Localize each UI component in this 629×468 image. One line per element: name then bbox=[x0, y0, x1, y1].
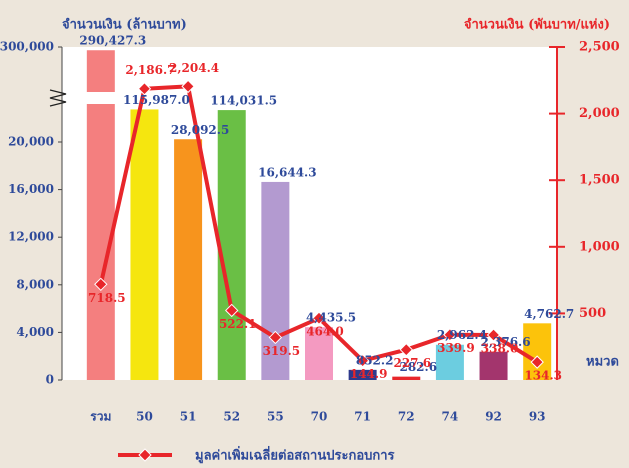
bar bbox=[305, 327, 333, 380]
bar bbox=[523, 323, 552, 380]
bar-label: 28,092.5 bbox=[171, 123, 229, 137]
y2-tick-label: 500 bbox=[579, 306, 606, 321]
x-tick-label: รวม bbox=[90, 410, 111, 424]
legend-marker bbox=[138, 448, 152, 462]
y2-tick-label: 1,000 bbox=[579, 239, 620, 254]
line-marker bbox=[94, 277, 108, 292]
bar bbox=[479, 351, 508, 380]
bar bbox=[86, 50, 115, 381]
y-axis-title: จำนวนเงิน (ล้านบาท) bbox=[62, 17, 187, 33]
y-tick-label: 16,000 bbox=[8, 182, 54, 196]
y-tick-label: 20,000 bbox=[8, 135, 54, 149]
line-marker bbox=[443, 328, 457, 342]
bar bbox=[261, 181, 290, 380]
line-label: 2,204.4 bbox=[169, 61, 219, 75]
line-marker bbox=[181, 79, 195, 94]
y-tick-label: 300,000 bbox=[0, 40, 54, 54]
line-label: 2,186.7 bbox=[125, 63, 175, 77]
line-marker bbox=[486, 328, 501, 342]
bar bbox=[174, 139, 203, 380]
x-axis-title: หมวด bbox=[586, 355, 619, 370]
bar bbox=[392, 376, 421, 380]
bar-label: 16,644.3 bbox=[258, 165, 316, 179]
y-tick-label: 12,000 bbox=[8, 230, 54, 244]
line-marker bbox=[399, 342, 413, 357]
line-label: 718.5 bbox=[88, 291, 126, 305]
x-tick-label: 92 bbox=[485, 410, 502, 424]
axis-break bbox=[49, 89, 67, 107]
y2-tick-label: 2,000 bbox=[579, 106, 620, 121]
line-marker bbox=[137, 82, 152, 96]
line-marker bbox=[355, 353, 370, 368]
x-tick-label: 52 bbox=[223, 410, 240, 424]
x-tick-label: 51 bbox=[180, 410, 197, 424]
bar-label: 4,762.7 bbox=[524, 307, 574, 321]
x-tick-label: 72 bbox=[398, 410, 415, 424]
x-tick-label: 93 bbox=[529, 410, 546, 424]
bar-label: 852.2 bbox=[356, 353, 394, 367]
bar bbox=[348, 369, 377, 380]
y-tick-label: 0 bbox=[46, 373, 54, 387]
x-tick-label: 70 bbox=[311, 410, 328, 424]
bar-label: 2,376.6 bbox=[480, 335, 530, 349]
x-tick-label: 71 bbox=[354, 410, 371, 424]
x-tick-label: 74 bbox=[442, 410, 459, 424]
axis-break-gap bbox=[63, 92, 556, 104]
line-marker bbox=[225, 303, 239, 318]
bar-label: 2,962.4 bbox=[437, 328, 487, 342]
line-label: 134.3 bbox=[524, 369, 562, 383]
bar-label: 282.6 bbox=[399, 360, 437, 374]
line-label: 522.1 bbox=[219, 317, 257, 331]
y2-tick-label: 1,500 bbox=[579, 173, 620, 188]
y-tick-label: 4,000 bbox=[16, 325, 54, 339]
bar bbox=[130, 109, 159, 380]
bar bbox=[435, 344, 464, 380]
line-label: 464.0 bbox=[306, 325, 344, 339]
legend-label: มูลค่าเพิ่มเฉลี่ยต่อสถานประกอบการ bbox=[195, 446, 395, 464]
line-marker bbox=[530, 355, 544, 369]
x-tick-label: 55 bbox=[267, 410, 284, 424]
x-tick-label: 50 bbox=[136, 410, 153, 424]
line-label: 338.0 bbox=[481, 341, 519, 355]
bar bbox=[217, 110, 246, 380]
line-marker bbox=[312, 311, 326, 325]
bar-label: 115,987.0 bbox=[123, 93, 190, 107]
y2-tick-label: 2,500 bbox=[579, 40, 620, 55]
y-tick-label: 8,000 bbox=[16, 277, 54, 291]
y2-axis-title: จำนวนเงิน (พันบาท/แห่ง) bbox=[464, 17, 610, 33]
bar-label: 114,031.5 bbox=[210, 94, 277, 108]
line-label: 339.9 bbox=[437, 341, 475, 355]
line-label: 144.9 bbox=[350, 367, 388, 381]
line-marker bbox=[268, 330, 283, 345]
bar-label: 4,435.5 bbox=[306, 311, 356, 325]
line-label: 227.6 bbox=[393, 356, 431, 370]
line-label: 319.5 bbox=[263, 344, 301, 358]
bar-label: 290,427.3 bbox=[79, 34, 146, 48]
